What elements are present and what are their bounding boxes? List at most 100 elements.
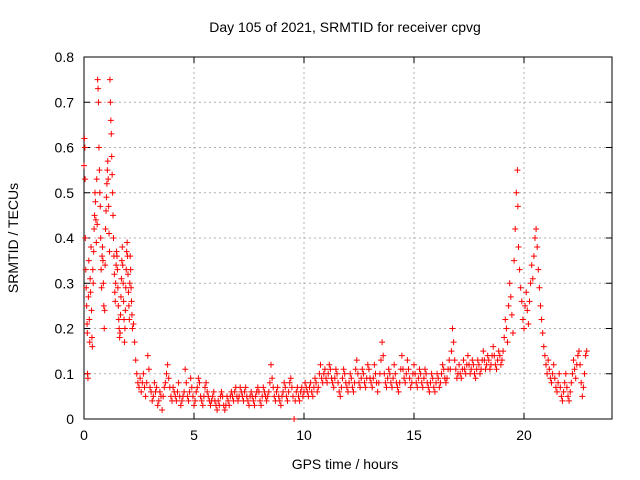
data-point <box>280 388 287 395</box>
data-point <box>461 366 468 373</box>
data-point <box>88 334 95 341</box>
y-tick-label: 0.3 <box>55 275 75 291</box>
data-point <box>387 379 394 386</box>
data-point <box>150 393 157 400</box>
data-point <box>99 253 106 260</box>
data-point <box>470 361 477 368</box>
data-point <box>198 397 205 404</box>
data-point <box>307 379 314 386</box>
data-point <box>183 379 190 386</box>
x-tick-label: 20 <box>516 427 532 443</box>
chart-title: Day 105 of 2021, SRMTID for receiver cpv… <box>209 19 481 35</box>
data-point <box>526 298 533 305</box>
data-point <box>540 343 547 350</box>
data-point <box>94 221 101 228</box>
data-point <box>574 352 581 359</box>
data-point <box>323 375 329 382</box>
data-point <box>287 375 294 382</box>
data-point <box>273 388 280 395</box>
data-point <box>144 352 151 359</box>
data-point <box>100 302 107 309</box>
data-point <box>258 402 265 409</box>
data-point <box>142 393 149 400</box>
data-point <box>338 384 345 391</box>
data-point <box>260 384 267 391</box>
data-point <box>100 280 107 287</box>
data-point <box>143 379 150 386</box>
data-point <box>447 366 454 373</box>
data-point <box>128 284 135 291</box>
data-point <box>567 388 574 395</box>
data-point <box>308 388 315 395</box>
data-point <box>449 325 456 332</box>
data-point <box>384 375 391 382</box>
data-point <box>164 361 171 368</box>
data-point <box>315 384 322 391</box>
data-point <box>276 397 283 404</box>
data-point <box>415 375 422 382</box>
data-point <box>340 366 347 373</box>
data-point <box>99 244 106 251</box>
y-tick-label: 0 <box>66 411 74 427</box>
data-point <box>175 379 182 386</box>
data-point <box>111 271 118 278</box>
data-point <box>537 302 544 309</box>
data-point <box>350 388 357 395</box>
data-point <box>117 311 124 318</box>
data-point <box>125 271 131 278</box>
data-point <box>365 366 372 373</box>
data-point <box>358 375 365 382</box>
y-tick-label: 0.5 <box>55 185 75 201</box>
data-point <box>508 311 515 318</box>
data-point <box>379 339 386 346</box>
data-point <box>416 366 423 373</box>
data-point <box>429 375 436 382</box>
data-point <box>112 280 119 287</box>
data-point <box>471 370 478 377</box>
data-point <box>266 379 273 386</box>
data-point <box>85 293 92 300</box>
data-point <box>250 397 257 404</box>
data-point <box>155 397 162 404</box>
data-point <box>91 212 98 219</box>
data-point <box>218 388 225 395</box>
data-point <box>464 352 471 359</box>
data-point <box>321 366 328 373</box>
data-point <box>418 379 425 386</box>
data-point <box>378 357 384 364</box>
data-point <box>446 357 453 364</box>
data-point <box>221 406 228 413</box>
data-point <box>225 397 232 404</box>
data-point <box>571 366 578 373</box>
data-point <box>185 397 192 404</box>
data-point <box>103 194 110 201</box>
data-point <box>405 366 412 373</box>
data-point <box>505 302 512 309</box>
data-point <box>546 366 553 373</box>
data-point <box>313 379 320 386</box>
data-point <box>128 298 135 305</box>
data-point <box>268 361 274 368</box>
data-point <box>331 375 338 382</box>
data-point <box>543 361 549 368</box>
data-point <box>122 307 129 314</box>
data-point <box>326 361 333 368</box>
data-point <box>140 370 147 377</box>
data-point <box>562 370 569 377</box>
data-point <box>189 393 196 400</box>
data-point <box>170 384 177 391</box>
data-point <box>115 302 122 309</box>
data-point <box>124 239 131 246</box>
data-point <box>348 375 355 382</box>
data-point <box>555 379 562 386</box>
data-point <box>413 379 420 386</box>
data-point <box>374 388 381 395</box>
data-point <box>375 379 382 386</box>
data-point <box>309 393 316 400</box>
data-point <box>121 325 128 332</box>
data-point <box>352 366 359 373</box>
data-point <box>92 216 99 223</box>
data-point <box>269 375 276 382</box>
data-point <box>101 307 108 314</box>
data-point <box>110 212 117 219</box>
